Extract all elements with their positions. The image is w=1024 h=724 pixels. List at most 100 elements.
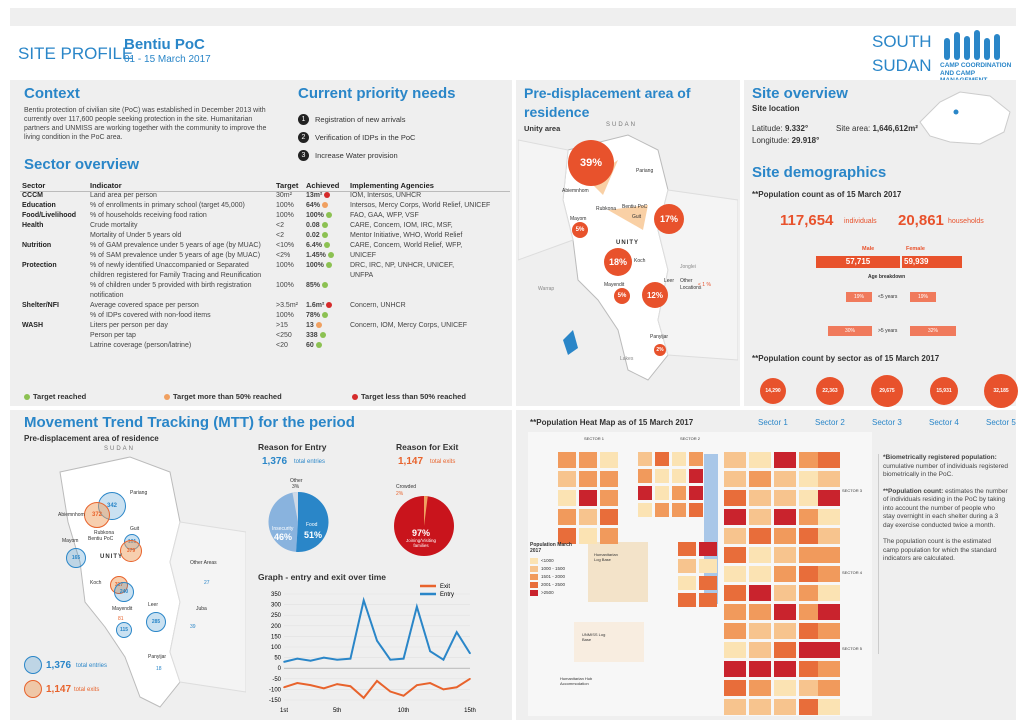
place-rubkona: Rubkona bbox=[596, 206, 617, 212]
sector-row: children registered for Family Tracing a… bbox=[20, 272, 510, 282]
heat-legend-swatch bbox=[530, 582, 538, 588]
data-point bbox=[376, 639, 378, 642]
indicator-cell: children registered for Family Tracing a… bbox=[90, 271, 262, 279]
legend-orange-text: Target more than 50% reached bbox=[173, 392, 282, 401]
sector2-label: SECTOR 2 bbox=[680, 436, 700, 441]
pct-mayom: 5% bbox=[572, 222, 588, 238]
heat-cell bbox=[774, 490, 796, 506]
top-band bbox=[10, 8, 1016, 26]
data-point bbox=[323, 656, 325, 659]
agency-cell: FAO, GAA, WFP, VSF bbox=[350, 211, 419, 219]
heat-cell bbox=[774, 509, 796, 525]
place-bentiu: Bentiu PoC bbox=[622, 204, 648, 210]
legend-orange: Target more than 50% reached bbox=[164, 392, 282, 401]
exit-total: 1,147 bbox=[398, 456, 424, 467]
heat-cell bbox=[749, 566, 771, 582]
heat-cell bbox=[724, 509, 746, 525]
o5-female: 32% bbox=[910, 326, 956, 336]
sector-row: Person per tap <250 338 bbox=[20, 331, 510, 342]
data-point bbox=[349, 657, 352, 660]
heat-cell bbox=[672, 469, 686, 483]
achieved-cell bbox=[304, 292, 348, 302]
col-indicator: Indicator bbox=[88, 180, 274, 192]
indicator-cell: % of enrollments in primary school (targ… bbox=[90, 201, 245, 209]
heat-cell bbox=[799, 528, 821, 544]
sector-pop-label: Sector 2 bbox=[815, 418, 845, 427]
agency-cell: Concern, UNHCR bbox=[350, 301, 406, 309]
heat-cell bbox=[818, 604, 840, 620]
target-cell: >3.5m² bbox=[276, 301, 298, 309]
individuals-label: individuals bbox=[844, 218, 877, 225]
sector-row: Health Crude mortality <2 0.08 CARE, Concer… bbox=[20, 221, 510, 232]
legend-green: Target reached bbox=[24, 392, 86, 401]
heat-cell bbox=[818, 471, 840, 487]
profile-label: SITE PROFILE bbox=[18, 44, 134, 63]
heat-cell bbox=[724, 680, 746, 696]
legend-entries-label: total entries bbox=[76, 663, 108, 669]
data-point bbox=[296, 657, 299, 660]
mtt-guit-exits: 379 bbox=[120, 540, 142, 562]
data-point bbox=[469, 678, 471, 680]
priority-text: Increase Water provision bbox=[315, 150, 398, 160]
heat-cell bbox=[558, 452, 576, 468]
priority-num: 2 bbox=[298, 131, 309, 143]
agency-cell: UNICEF bbox=[350, 251, 377, 259]
x-tick-label: 10th bbox=[398, 708, 410, 714]
priority-num: 3 bbox=[298, 149, 309, 161]
sector-cell bbox=[20, 312, 88, 322]
overview-title: Site overview bbox=[752, 85, 848, 102]
sector-row: WASH Liters per person per day >15 13 Conce… bbox=[20, 321, 510, 332]
indicator-cell: % of IDPs covered with non-food items bbox=[90, 311, 211, 319]
red-dot-icon bbox=[352, 394, 358, 400]
pct-pariang: 39% bbox=[568, 140, 614, 186]
mtt-place-pariang: Pariang bbox=[130, 490, 148, 496]
achieved-cell: 0.08 bbox=[304, 221, 348, 232]
heat-cell bbox=[799, 452, 821, 468]
heat-cell bbox=[638, 469, 652, 483]
heat-cell bbox=[672, 452, 686, 466]
indicator-cell: notification bbox=[90, 291, 124, 299]
agency-cell: DRC, IRC, NP, UNHCR, UNICEF, bbox=[350, 261, 455, 269]
y-tick-label: 200 bbox=[271, 624, 282, 630]
heat-legend-swatch bbox=[530, 590, 538, 596]
heatmap-title: **Population Heat Map as of 15 March 201… bbox=[530, 418, 694, 427]
latitude: Latitude: 9.332° bbox=[752, 124, 808, 133]
indicator-cell: Mortality of Under 5 years old bbox=[90, 231, 182, 239]
heat-cell bbox=[579, 528, 597, 544]
heat-cell bbox=[749, 471, 771, 487]
heat-cell bbox=[678, 576, 696, 590]
country-line2: SUDAN bbox=[872, 56, 932, 75]
target-cell: 100% bbox=[276, 311, 294, 319]
data-point bbox=[336, 683, 338, 685]
indicator-cell: % of children under 5 provided with birt… bbox=[90, 281, 252, 289]
heat-cell bbox=[774, 699, 796, 715]
mtt-place-juba: Juba bbox=[196, 606, 207, 612]
status-dot-icon bbox=[324, 192, 331, 198]
pct-mayendit: 5% bbox=[614, 288, 630, 304]
data-point bbox=[389, 690, 392, 693]
data-point bbox=[402, 694, 405, 697]
area-hum-hub: Humanitarian Hub Accommodation bbox=[560, 676, 593, 686]
legend-red: Target less than 50% reached bbox=[352, 392, 466, 401]
priority-text: Registration of new arrivals bbox=[315, 114, 406, 124]
heat-legend-label: <1000 bbox=[541, 558, 554, 563]
agency-cell bbox=[348, 312, 510, 322]
data-point bbox=[323, 687, 325, 690]
data-point bbox=[455, 686, 458, 689]
note-2: **Population count: estimates the number… bbox=[883, 488, 1008, 531]
heat-cell bbox=[799, 699, 821, 715]
data-point bbox=[362, 599, 365, 602]
heat-cell bbox=[600, 490, 618, 506]
status-dot-icon bbox=[326, 301, 333, 308]
female-label: Female bbox=[906, 246, 925, 252]
exits-legend-icon bbox=[24, 680, 42, 698]
data-point bbox=[283, 661, 285, 663]
legend-entries-value: 1,376 bbox=[46, 660, 72, 671]
heat-legend-label: >2500 bbox=[541, 590, 554, 595]
heat-cell bbox=[655, 469, 669, 483]
area-label: Site area: bbox=[836, 124, 871, 133]
agency-cell bbox=[348, 332, 510, 342]
entry-pie-insecurity-label: Insecurity bbox=[272, 526, 294, 532]
mtt-sudan: SUDAN bbox=[104, 446, 136, 452]
sector-cell: Education bbox=[22, 201, 56, 209]
